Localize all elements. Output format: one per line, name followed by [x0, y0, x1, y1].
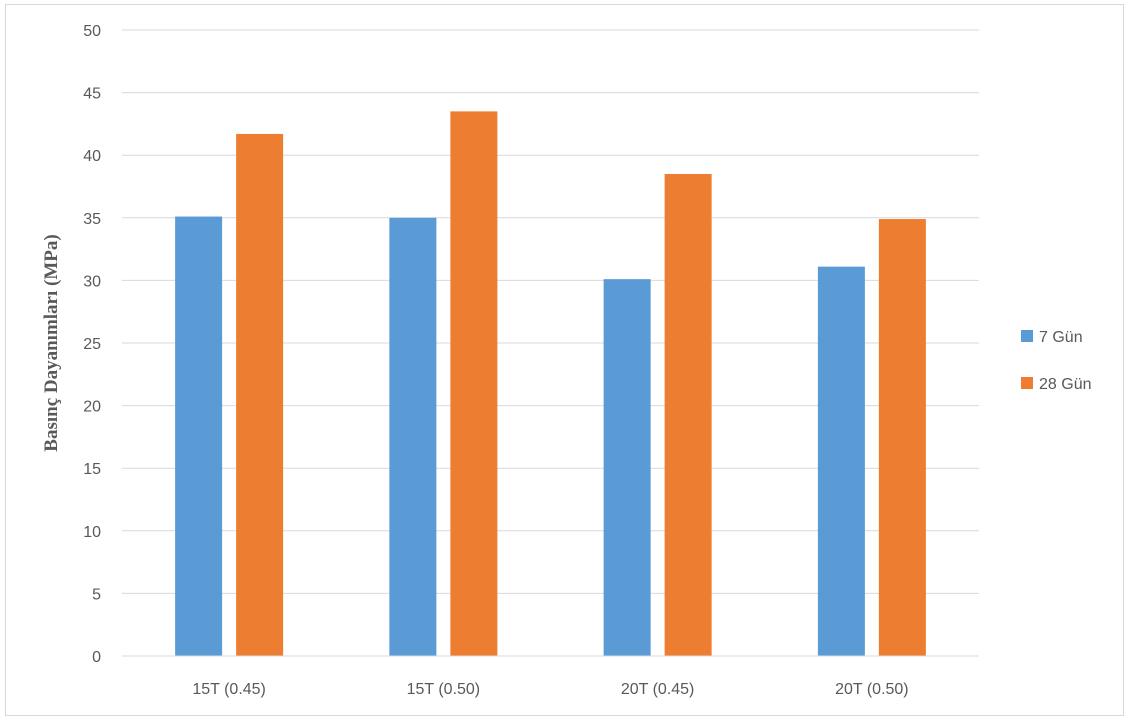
- bar-7-gun-2: [603, 279, 651, 656]
- y-tick-label: 35: [83, 211, 101, 228]
- x-tick-label: 20T (0.45): [621, 681, 695, 698]
- bar-28-gun-1: [450, 111, 498, 656]
- y-tick-label: 30: [83, 273, 101, 290]
- y-tick-label: 15: [83, 461, 101, 478]
- x-axis-tick-labels: 15T (0.45) 15T (0.50) 20T (0.45) 20T (0.50): [192, 681, 908, 698]
- y-tick-label: 25: [83, 336, 101, 353]
- legend-swatch-7-gun: [1021, 330, 1033, 342]
- x-tick-label: 15T (0.45): [192, 681, 266, 698]
- y-tick-label: 20: [83, 399, 101, 416]
- bars: [175, 111, 926, 657]
- x-tick-label: 15T (0.50): [407, 681, 481, 698]
- bar-7-gun-0: [175, 216, 223, 656]
- bar-7-gun-1: [389, 217, 437, 657]
- y-axis-label: Basınç Dayanımları (MPa): [41, 234, 62, 451]
- y-tick-label: 0: [92, 649, 101, 666]
- bar-7-gun-3: [817, 266, 865, 656]
- legend: 7 Gün 28 Gün: [1021, 329, 1091, 393]
- legend-label-28-gun: 28 Gün: [1039, 376, 1091, 393]
- y-axis-tick-labels: 0 5 10 15 20 25 30 35 40 45 50: [83, 23, 101, 666]
- y-tick-label: 50: [83, 23, 101, 40]
- y-tick-label: 40: [83, 148, 101, 165]
- legend-label-7-gun: 7 Gün: [1039, 329, 1083, 346]
- bar-28-gun-0: [236, 133, 284, 656]
- y-tick-label: 10: [83, 524, 101, 541]
- bar-28-gun-2: [664, 173, 712, 657]
- bar-28-gun-3: [878, 219, 926, 656]
- x-tick-label: 20T (0.50): [835, 681, 909, 698]
- y-tick-label: 45: [83, 86, 101, 103]
- y-tick-label: 5: [92, 586, 101, 603]
- legend-swatch-28-gun: [1021, 377, 1033, 389]
